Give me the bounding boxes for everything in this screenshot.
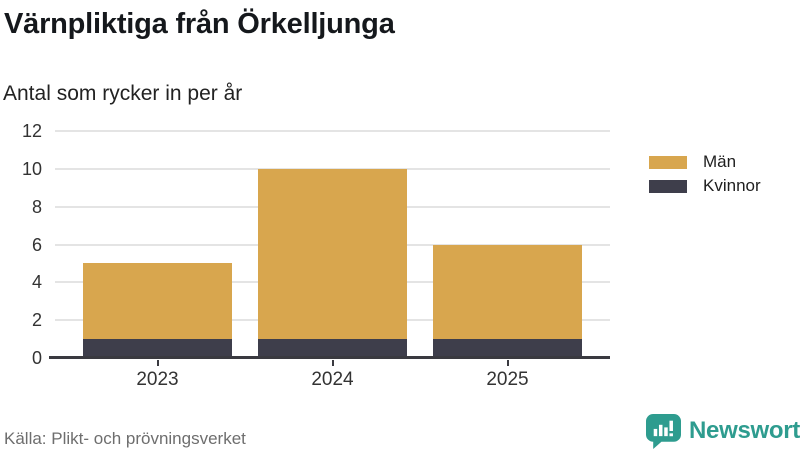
chart-title: Värnpliktiga från Örkelljunga [4, 8, 395, 40]
bar-2024-män [258, 168, 407, 340]
legend-swatch-kvinnor [649, 179, 687, 193]
gridline [55, 167, 610, 170]
legend: Män Kvinnor [649, 150, 761, 198]
y-tick-label: 6 [31, 234, 42, 255]
plot-area [49, 130, 610, 359]
legend-label-man: Män [703, 152, 737, 171]
x-tick-label: 2025 [486, 369, 529, 390]
source-note: Källa: Plikt- och prövningsverket [4, 429, 246, 448]
x-tick [506, 360, 509, 366]
legend-swatch-man [649, 155, 687, 169]
brand-logo: Newsworthy [646, 414, 800, 449]
bar-2023-män [83, 263, 232, 340]
x-axis: 2023 2024 2025 [55, 358, 610, 398]
legend-label-kvinnor: Kvinnor [703, 176, 761, 195]
y-tick-label: 4 [31, 272, 42, 293]
x-axis-line [49, 356, 610, 359]
legend-item-man: Män [649, 150, 761, 174]
x-tick [156, 360, 159, 366]
x-tick-label: 2024 [311, 369, 354, 390]
bar-2023-kvinnor [83, 339, 232, 358]
x-tick-label: 2023 [136, 369, 179, 390]
legend-item-kvinnor: Kvinnor [649, 174, 761, 198]
y-tick-label: 10 [21, 158, 42, 179]
newsworthy-icon [646, 414, 681, 449]
bar-2025-män [433, 244, 582, 340]
gridline [55, 130, 610, 132]
x-tick [331, 360, 334, 366]
y-tick-label: 0 [31, 348, 42, 368]
y-tick-label: 2 [31, 310, 42, 331]
y-axis: 0 2 4 6 8 10 12 [0, 121, 42, 368]
y-tick-label: 8 [31, 196, 42, 217]
bar-2025-kvinnor [433, 339, 582, 358]
bar-2024-kvinnor [258, 339, 407, 358]
brand-name: Newsworthy [689, 417, 800, 444]
chart-subtitle: Antal som rycker in per år [3, 82, 243, 105]
y-tick-label: 12 [21, 121, 42, 141]
